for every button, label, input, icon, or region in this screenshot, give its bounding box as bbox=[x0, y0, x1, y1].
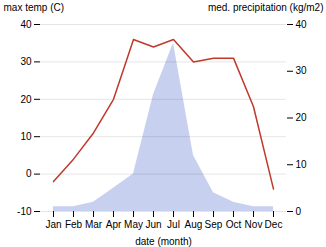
svg-text:Feb: Feb bbox=[65, 219, 83, 230]
svg-text:10: 10 bbox=[296, 159, 308, 170]
svg-text:40: 40 bbox=[296, 19, 308, 30]
svg-text:30: 30 bbox=[296, 65, 308, 76]
svg-text:max temp (C): max temp (C) bbox=[4, 2, 65, 13]
svg-text:Dec: Dec bbox=[265, 219, 283, 230]
svg-text:Sep: Sep bbox=[205, 219, 223, 230]
svg-text:Jun: Jun bbox=[145, 219, 161, 230]
svg-text:Nov: Nov bbox=[245, 219, 263, 230]
svg-text:0: 0 bbox=[296, 206, 302, 217]
svg-text:date (month): date (month) bbox=[135, 236, 192, 247]
svg-text:20: 20 bbox=[20, 94, 32, 105]
svg-text:med. precipitation (kg/m2): med. precipitation (kg/m2) bbox=[208, 2, 324, 13]
svg-text:-10: -10 bbox=[17, 206, 32, 217]
svg-text:10: 10 bbox=[20, 131, 32, 142]
svg-text:Mar: Mar bbox=[85, 219, 103, 230]
svg-text:20: 20 bbox=[296, 112, 308, 123]
svg-text:Aug: Aug bbox=[185, 219, 203, 230]
svg-text:0: 0 bbox=[26, 168, 32, 179]
svg-text:40: 40 bbox=[20, 19, 32, 30]
svg-text:Jan: Jan bbox=[45, 219, 61, 230]
svg-text:Jul: Jul bbox=[167, 219, 180, 230]
svg-text:May: May bbox=[124, 219, 143, 230]
svg-text:Oct: Oct bbox=[226, 219, 242, 230]
svg-text:30: 30 bbox=[20, 56, 32, 67]
svg-text:Apr: Apr bbox=[106, 219, 122, 230]
